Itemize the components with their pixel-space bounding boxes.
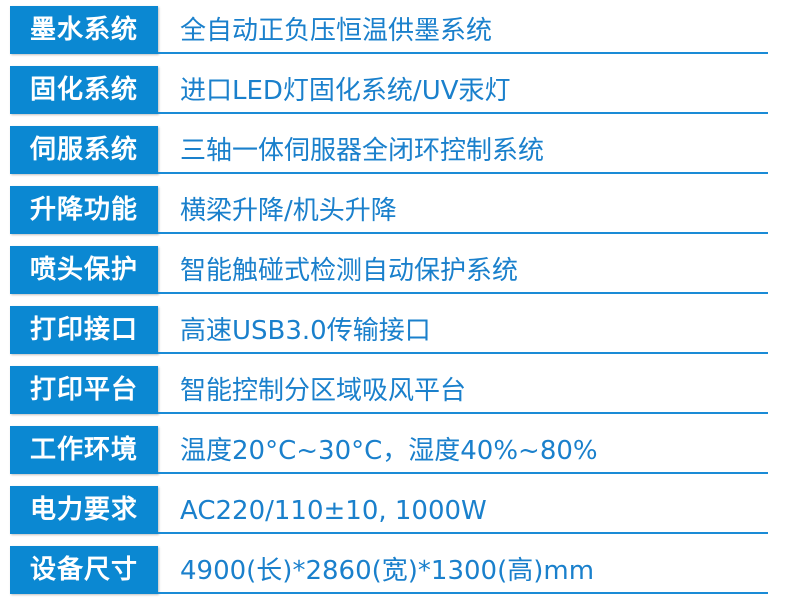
spec-row: 打印平台 智能控制分区域吸风平台 xyxy=(10,366,768,414)
row-divider xyxy=(158,472,768,474)
row-divider xyxy=(158,232,768,234)
spec-value: 高速USB3.0传输接口 xyxy=(180,316,431,346)
spec-value: AC220/110±10, 1000W xyxy=(180,496,487,526)
spec-row: 喷头保护 智能触碰式检测自动保护系统 xyxy=(10,246,768,294)
row-divider xyxy=(158,292,768,294)
spec-row: 固化系统 进口LED灯固化系统/UV汞灯 xyxy=(10,66,768,114)
spec-value: 全自动正负压恒温供墨系统 xyxy=(180,16,493,46)
spec-label: 喷头保护 xyxy=(10,246,158,294)
spec-row: 伺服系统 三轴一体伺服器全闭环控制系统 xyxy=(10,126,768,174)
spec-label: 电力要求 xyxy=(10,486,158,534)
row-divider xyxy=(158,52,768,54)
spec-value: 横梁升降/机头升降 xyxy=(180,196,397,226)
spec-row: 墨水系统 全自动正负压恒温供墨系统 xyxy=(10,6,768,54)
row-divider xyxy=(158,532,768,534)
spec-label: 打印平台 xyxy=(10,366,158,414)
spec-row: 工作环境 温度20°C~30°C，湿度40%~80% xyxy=(10,426,768,474)
spec-value: 进口LED灯固化系统/UV汞灯 xyxy=(180,76,511,106)
spec-label: 工作环境 xyxy=(10,426,158,474)
spec-value: 智能控制分区域吸风平台 xyxy=(180,376,467,406)
spec-value: 4900(长)*2860(宽)*1300(高)mm xyxy=(180,556,595,586)
spec-value: 三轴一体伺服器全闭环控制系统 xyxy=(180,136,545,166)
spec-label: 打印接口 xyxy=(10,306,158,354)
spec-row: 电力要求 AC220/110±10, 1000W xyxy=(10,486,768,534)
spec-label: 墨水系统 xyxy=(10,6,158,54)
row-divider xyxy=(158,592,768,594)
spec-value: 温度20°C~30°C，湿度40%~80% xyxy=(180,436,598,466)
spec-row: 打印接口 高速USB3.0传输接口 xyxy=(10,306,768,354)
row-divider xyxy=(158,172,768,174)
spec-label: 升降功能 xyxy=(10,186,158,234)
row-divider xyxy=(158,112,768,114)
spec-row: 设备尺寸 4900(长)*2860(宽)*1300(高)mm xyxy=(10,546,768,594)
spec-value: 智能触碰式检测自动保护系统 xyxy=(180,256,519,286)
row-divider xyxy=(158,412,768,414)
row-divider xyxy=(158,352,768,354)
spec-label: 设备尺寸 xyxy=(10,546,158,594)
spec-label: 固化系统 xyxy=(10,66,158,114)
spec-label: 伺服系统 xyxy=(10,126,158,174)
spec-row: 升降功能 横梁升降/机头升降 xyxy=(10,186,768,234)
